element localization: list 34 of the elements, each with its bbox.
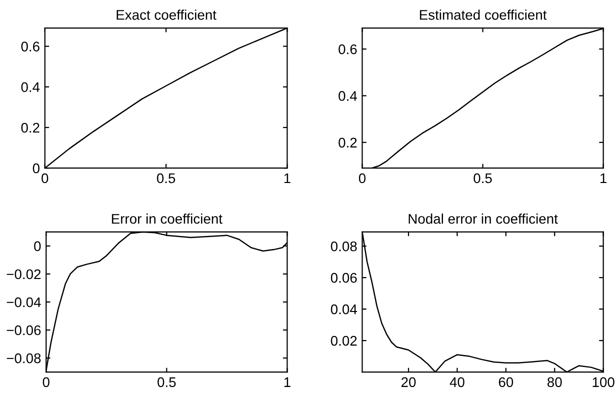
y-tick-label: 0.04 (330, 304, 357, 314)
chart-title: Estimated coefficient (420, 10, 547, 20)
chart-title: Exact coefficient (116, 10, 216, 20)
x-tick-label: 0 (358, 173, 366, 184)
x-tick-label: 20 (401, 377, 416, 388)
x-tick-label: 0.5 (474, 173, 492, 184)
x-tick-label: 0.5 (156, 173, 176, 184)
y-tick-label: 0.6 (21, 42, 40, 52)
y-tick-label: 0.08 (330, 241, 357, 252)
y-tick-label: 0.6 (338, 44, 357, 54)
x-tick-label: 1 (284, 173, 290, 184)
x-tick-label: 100 (592, 377, 614, 388)
x-tick-label: 60 (498, 377, 514, 388)
chart-title: Error in coefficient (112, 214, 222, 224)
y-tick-label: 0.02 (330, 336, 357, 346)
x-tick-label: 0.5 (158, 377, 176, 388)
y-tick-label: −0.06 (6, 325, 41, 336)
y-tick-label: −0.08 (6, 353, 41, 364)
chart-title: Nodal error in coefficient (408, 214, 558, 224)
y-tick-label: 0.4 (338, 91, 357, 101)
y-tick-label: 0 (34, 241, 41, 252)
x-tick-label: 1 (600, 173, 606, 184)
x-tick-label: 40 (450, 377, 464, 388)
y-tick-label: 0.2 (338, 138, 357, 148)
x-tick-label: 0 (42, 173, 48, 184)
y-tick-label: 0.06 (330, 272, 357, 283)
y-tick-label: 0 (32, 163, 40, 174)
x-tick-label: 1 (284, 377, 290, 387)
y-tick-label: 0.4 (21, 82, 40, 92)
y-tick-label: −0.04 (6, 297, 41, 308)
x-tick-label: 0 (42, 377, 50, 388)
y-tick-label: 0.2 (21, 122, 40, 133)
y-tick-label: −0.02 (6, 269, 41, 280)
x-tick-label: 80 (547, 377, 562, 388)
